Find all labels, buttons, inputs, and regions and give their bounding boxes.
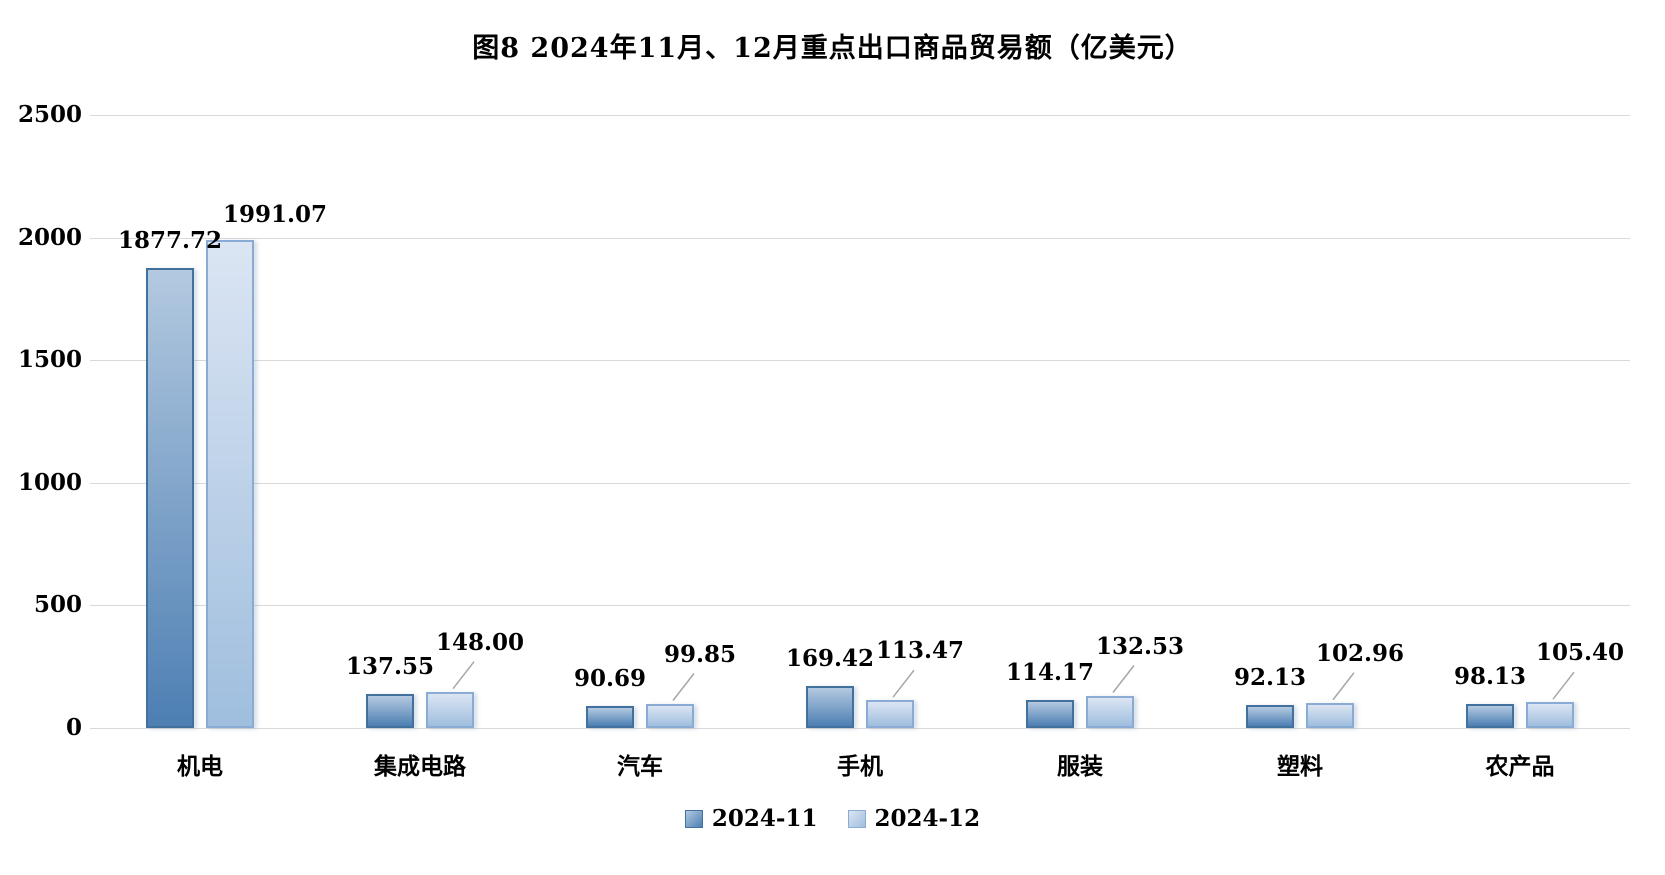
- category-label-机电: 机电: [177, 753, 223, 780]
- data-label-2024-11-服装: 114.17: [1005, 659, 1095, 686]
- gridline-y2000: [90, 237, 1630, 239]
- bar-2024-11-手机: [806, 686, 854, 728]
- y-axis-tick-label: 1000: [17, 468, 82, 496]
- leader-line-手机: [892, 669, 915, 698]
- bar-2024-12-手机: [866, 700, 914, 728]
- leader-line-服装: [1112, 665, 1135, 693]
- data-label-2024-11-机电: 1877.72: [117, 226, 223, 254]
- y-axis-tick-label: 0: [65, 713, 82, 741]
- data-label-2024-11-农产品: 98.13: [1453, 662, 1527, 690]
- leader-line-集成电路: [452, 661, 475, 690]
- data-label-2024-11-集成电路: 137.55: [345, 653, 435, 681]
- legend-item-2024-11: 2024-11: [684, 805, 818, 832]
- bar-2024-11-汽车: [586, 705, 634, 728]
- y-axis-tick-label: 1500: [17, 346, 82, 374]
- data-label-2024-11-塑料: 92.13: [1233, 664, 1307, 692]
- data-label-2024-11-汽车: 90.69: [573, 664, 647, 692]
- gridline-y1000: [90, 482, 1630, 484]
- bar-2024-11-集成电路: [366, 694, 414, 728]
- chart-title: 图8 2024年11月、12月重点出口商品贸易额（亿美元）: [472, 33, 1193, 64]
- bar-2024-12-塑料: [1306, 702, 1354, 728]
- legend-swatch-icon: [684, 809, 703, 828]
- category-label-汽车: 汽车: [617, 753, 663, 780]
- bar-2024-11-机电: [146, 267, 194, 728]
- category-label-塑料: 塑料: [1277, 753, 1323, 780]
- legend-item-2024-12: 2024-12: [847, 805, 981, 832]
- legend-swatch-icon: [847, 809, 866, 828]
- bar-2024-11-农产品: [1466, 703, 1514, 728]
- category-label-集成电路: 集成电路: [374, 753, 466, 780]
- y-axis-tick-label: 500: [33, 591, 82, 619]
- data-label-2024-12-集成电路: 148.00: [435, 628, 525, 656]
- data-label-2024-12-手机: 113.47: [875, 637, 965, 665]
- bar-2024-12-集成电路: [426, 691, 474, 728]
- legend-label: 2024-11: [711, 805, 818, 832]
- legend-label: 2024-12: [874, 805, 981, 832]
- y-axis-tick-label: 2500: [17, 100, 82, 128]
- category-label-服装: 服装: [1057, 753, 1103, 780]
- category-label-农产品: 农产品: [1485, 753, 1555, 780]
- leader-line-汽车: [672, 673, 695, 701]
- data-label-2024-12-机电: 1991.07: [222, 200, 328, 228]
- data-label-2024-11-手机: 169.42: [785, 645, 875, 673]
- bar-2024-12-汽车: [646, 703, 694, 728]
- y-axis-tick-label: 2000: [17, 223, 82, 251]
- gridline-y500: [90, 605, 1630, 607]
- legend: 2024-11 2024-12: [0, 805, 1665, 832]
- bar-2024-12-机电: [206, 239, 254, 728]
- category-label-手机: 手机: [837, 753, 883, 780]
- data-label-2024-12-塑料: 102.96: [1315, 639, 1405, 667]
- gridline-y1500: [90, 360, 1630, 362]
- gridline-y2500: [90, 115, 1630, 116]
- bar-2024-12-服装: [1086, 695, 1134, 728]
- leader-line-农产品: [1552, 671, 1575, 700]
- data-label-2024-12-服装: 132.53: [1095, 632, 1185, 660]
- bar-2024-11-塑料: [1246, 705, 1294, 728]
- bar-2024-12-农产品: [1526, 702, 1574, 728]
- bar-2024-11-服装: [1026, 700, 1074, 728]
- gridline-y0: [90, 728, 1630, 729]
- leader-line-塑料: [1332, 672, 1355, 701]
- data-label-2024-12-汽车: 99.85: [663, 640, 737, 668]
- data-label-2024-12-农产品: 105.40: [1535, 639, 1625, 667]
